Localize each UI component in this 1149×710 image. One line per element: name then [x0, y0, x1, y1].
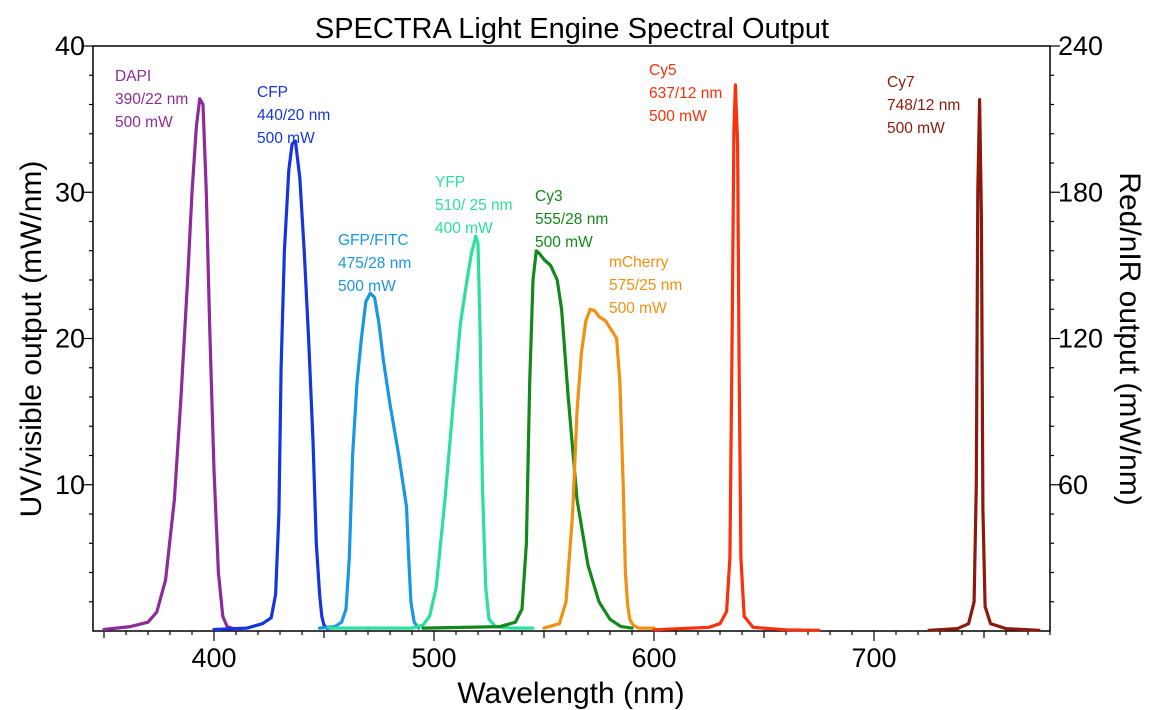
series-line-dapi: [102, 97, 238, 632]
series-annotation-cfp-line1: CFP: [257, 84, 288, 101]
series-annotation-yfp-line2: 510/ 25 nm: [435, 197, 513, 214]
series-annotation-cy5-line3: 500 mW: [649, 108, 707, 125]
series-line-cfp: [212, 139, 330, 632]
series-annotation-cy7-line3: 500 mW: [887, 120, 945, 137]
y-tick-label-right: 60: [1058, 470, 1088, 500]
series-annotation-cy3-line1: Cy3: [535, 188, 563, 205]
series-line-cy7: [927, 97, 1041, 632]
series-annotation-cy7-line1: Cy7: [887, 74, 915, 91]
series-annotation-cy7-line2: 748/12 nm: [887, 97, 960, 114]
series-annotation-gfp-fitc-line2: 475/28 nm: [338, 255, 411, 272]
y-tick-label-left: 20: [55, 324, 85, 354]
series-annotation-mcherry-line1: mCherry: [609, 254, 669, 271]
y-tick-label-right: 240: [1058, 31, 1103, 61]
series-annotation-cy5-line1: Cy5: [649, 62, 677, 79]
y-tick-label-left: 40: [55, 31, 85, 61]
x-tick-label: 600: [631, 643, 676, 673]
series-annotation-cy5-line2: 637/12 nm: [649, 85, 722, 102]
series-annotation-gfp-fitc-line3: 500 mW: [338, 278, 396, 295]
series-annotation-cfp-line3: 500 mW: [257, 130, 315, 147]
series-annotation-mcherry-line2: 575/25 nm: [609, 277, 682, 294]
x-tick-label: 700: [851, 643, 896, 673]
y-tick-label-right: 180: [1058, 177, 1103, 207]
series-annotation-dapi-line1: DAPI: [115, 68, 151, 85]
series-layer: [102, 83, 1041, 632]
y-tick-label-left: 10: [55, 470, 85, 500]
x-axis-title: Wavelength (nm): [457, 677, 684, 710]
annotation-layer: DAPI 390/22 nm 500 mW CFP 440/20 nm 500 mW GFP…: [115, 62, 960, 317]
series-annotation-cy3-line2: 555/28 nm: [535, 211, 608, 228]
series-annotation-yfp-line3: 400 mW: [435, 220, 493, 237]
series-line-mcherry: [542, 307, 656, 630]
y-axis-title-left: UV/visible output (mW/nm): [15, 161, 48, 518]
x-tick-label: 400: [191, 643, 236, 673]
series-annotation-dapi-line2: 390/22 nm: [115, 91, 188, 108]
series-annotation-yfp-line1: YFP: [435, 174, 465, 191]
y-tick-label-right: 120: [1058, 324, 1103, 354]
series-annotation-cy3-line3: 500 mW: [535, 234, 593, 251]
x-tick-label: 500: [411, 643, 456, 673]
y-tick-label-left: 30: [55, 177, 85, 207]
y-axis-title-right: Red/nIR output (mW/nm): [1113, 172, 1146, 505]
chart-title: SPECTRA Light Engine Spectral Output: [315, 13, 829, 45]
series-annotation-mcherry-line3: 500 mW: [609, 300, 667, 317]
series-line-cy5: [652, 83, 821, 632]
series-line-cy3: [421, 249, 634, 630]
series-line-gfp-fitc: [318, 291, 421, 630]
axes-layer: 400 500 600 700 10 20 30 40 60 120 180 240: [55, 31, 1103, 673]
series-annotation-gfp-fitc-line1: GFP/FITC: [338, 232, 409, 249]
series-line-yfp: [326, 234, 535, 630]
series-annotation-cfp-line2: 440/20 nm: [257, 107, 330, 124]
series-annotation-dapi-line3: 500 mW: [115, 114, 173, 131]
